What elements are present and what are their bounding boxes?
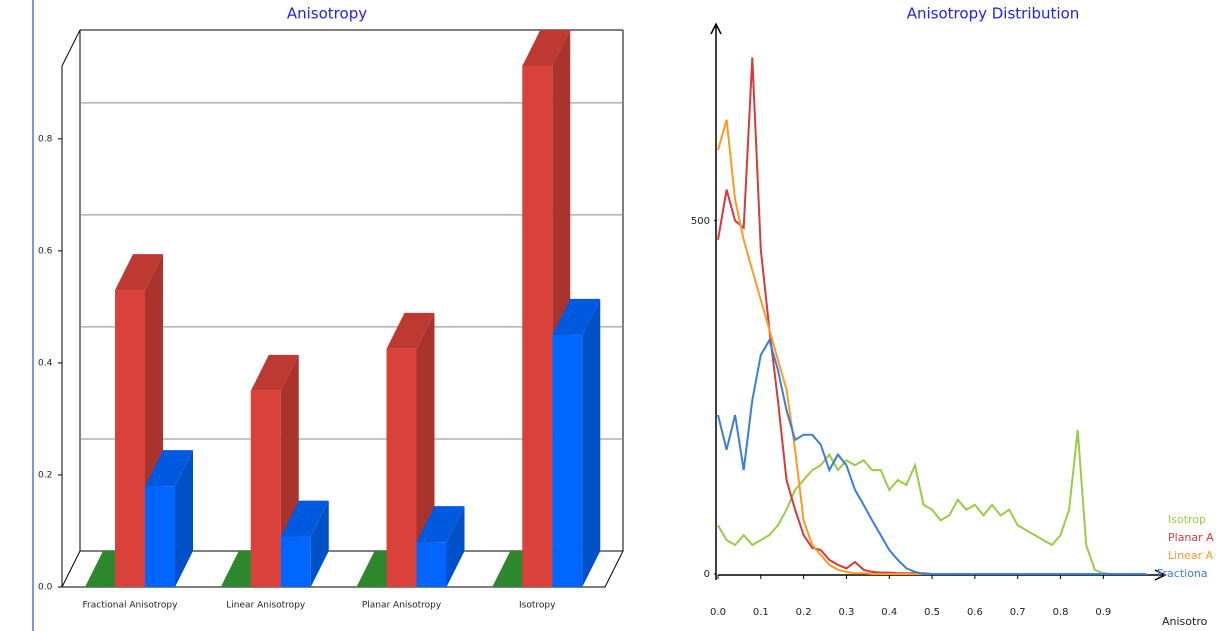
x-tick-label: Fractional Anisotropy (83, 601, 179, 611)
bar (522, 66, 553, 587)
bar-side (310, 500, 329, 587)
chart-title: Anisotropy Distribution (907, 5, 1080, 23)
x-tick-label: Isotropy (519, 601, 556, 611)
bar-top (522, 30, 571, 66)
y-tick-label: 0.0 (38, 583, 53, 593)
bar (280, 536, 311, 587)
bar (115, 290, 145, 587)
y-tick-label: 0.4 (38, 358, 53, 368)
bar-top (280, 500, 329, 537)
x-tick-label: 0.4 (881, 607, 897, 618)
legend-label: Planar A (1168, 531, 1214, 544)
legend-label: Fractiona (1157, 567, 1208, 580)
bar-side (175, 450, 193, 587)
y-tick-label: 0.6 (38, 246, 53, 256)
bar (416, 542, 447, 587)
series-line (717, 119, 1147, 575)
axis-top-edge (61, 29, 81, 67)
x-tick-label: Planar Anisotropy (362, 601, 442, 611)
x-tick-label: 0.6 (967, 607, 983, 618)
x-tick-label: 0.2 (796, 607, 812, 618)
bar-top (145, 450, 193, 487)
x-tick-label: 0.3 (838, 607, 854, 618)
y-tick-label: 0.2 (38, 470, 52, 480)
bar (145, 486, 175, 587)
bar-side (446, 506, 465, 587)
y-tick-label: 0 (704, 569, 710, 580)
y-tick-label: 0.8 (38, 134, 53, 144)
legend-label: Isotrop (1168, 513, 1206, 526)
bar-top (115, 254, 163, 291)
series-line (717, 429, 1147, 575)
bar (552, 334, 583, 587)
legend-label: Linear A (1168, 549, 1214, 562)
x-tick-label: 0.1 (753, 607, 769, 618)
chart-title: Anisotropy (287, 5, 367, 23)
x-axis-label: Anisotro (1162, 615, 1208, 628)
bar-top (250, 354, 299, 391)
bar-top (552, 298, 601, 335)
bar-top (416, 506, 465, 543)
bar (386, 348, 417, 587)
x-tick-label: 0.7 (1010, 607, 1026, 618)
x-tick-label: 0.8 (1053, 607, 1069, 618)
series-line (717, 337, 1147, 575)
x-tick-label: 0.9 (1095, 607, 1111, 618)
y-tick-label: 500 (691, 216, 710, 227)
y-axis-arrow (710, 22, 722, 35)
bar (250, 390, 281, 587)
bar-side (582, 298, 601, 587)
bar-top (386, 312, 435, 349)
x-tick-label: 0.5 (924, 607, 940, 618)
x-tick-label: Linear Anisotropy (226, 601, 306, 611)
x-axis-arrow (1154, 569, 1167, 581)
x-tick-label: 0.0 (710, 607, 726, 618)
